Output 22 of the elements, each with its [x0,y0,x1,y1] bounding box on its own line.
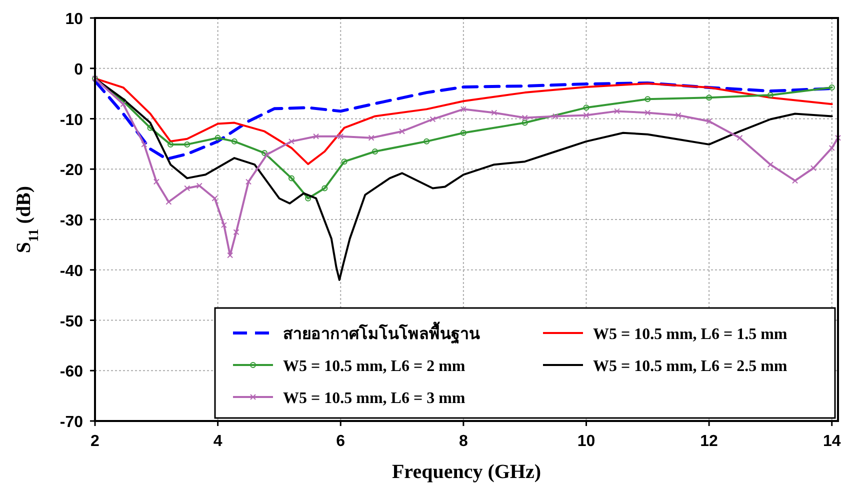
x-tick-label: 10 [577,433,596,450]
y-tick-label: -50 [60,313,84,330]
legend-label: W5 = 10.5 mm, L6 = 1.5 mm [593,326,788,343]
legend-label: W5 = 10.5 mm, L6 = 2.5 mm [593,358,788,375]
y-tick-label: 10 [65,11,84,28]
y-tick-label: 0 [74,61,84,78]
x-tick-label: 2 [90,433,100,450]
legend-label: W5 = 10.5 mm, L6 = 3 mm [283,390,466,407]
x-tick-label: 14 [822,433,841,450]
y-tick-label: -30 [60,212,84,230]
y-tick-label: -10 [60,112,84,129]
x-tick-label: 6 [336,433,346,450]
x-tick-label: 4 [213,433,222,450]
y-tick-label: -20 [60,162,84,180]
x-tick-label: 8 [458,433,468,450]
x-tick-label: 12 [700,433,718,450]
legend-label: สายอากาศโมโนโพลพื้นฐาน [283,321,480,344]
legend-label: W5 = 10.5 mm, L6 = 2 mm [283,358,466,375]
x-axis-title: Frequency (GHz) [392,461,542,483]
y-tick-label: -40 [60,262,84,280]
y-tick-label: -60 [60,364,84,381]
y-tick-label: -70 [60,414,84,431]
